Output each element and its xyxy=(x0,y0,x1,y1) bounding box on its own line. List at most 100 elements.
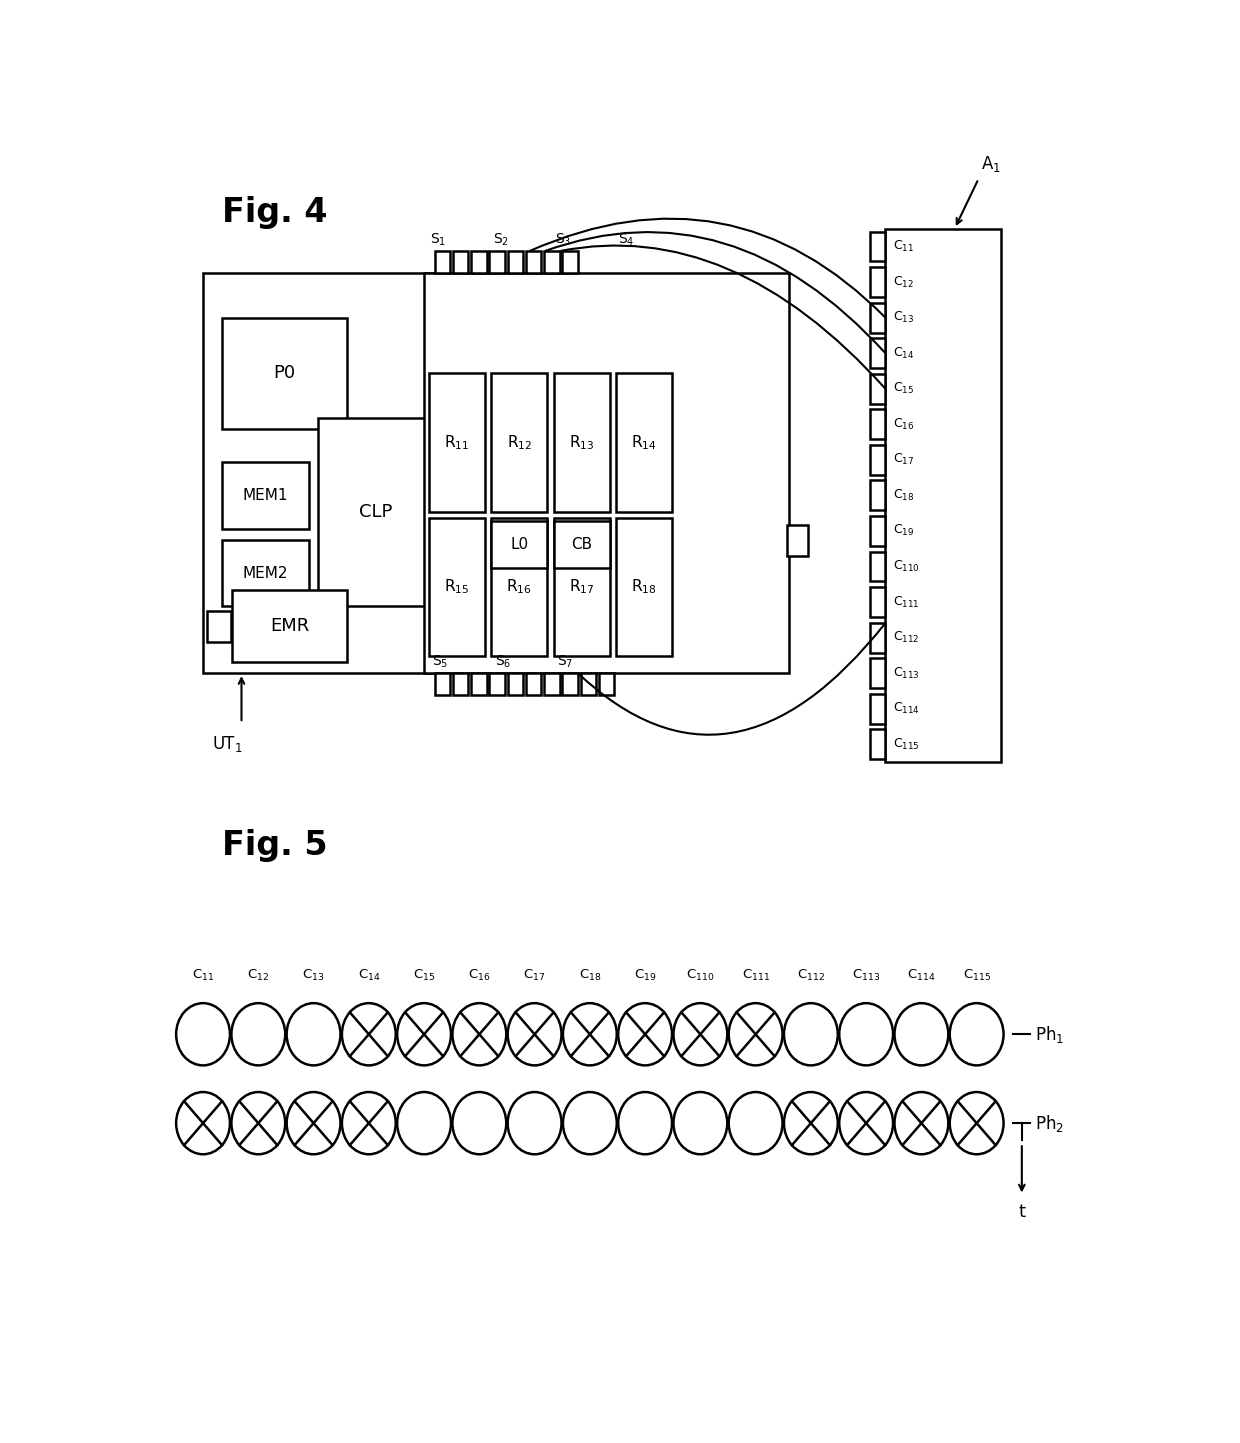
Text: S$_6$: S$_6$ xyxy=(495,654,511,670)
Text: C$_{13}$: C$_{13}$ xyxy=(893,310,914,325)
Text: R$_{14}$: R$_{14}$ xyxy=(631,433,657,452)
Text: UT$_1$: UT$_1$ xyxy=(212,734,242,755)
Text: Ph$_1$: Ph$_1$ xyxy=(1035,1023,1064,1045)
Text: C$_{16}$: C$_{16}$ xyxy=(893,417,914,431)
Bar xyxy=(232,590,347,662)
Bar xyxy=(507,672,523,696)
Text: CB: CB xyxy=(572,537,593,551)
Text: S$_4$: S$_4$ xyxy=(618,231,634,248)
Text: S$_5$: S$_5$ xyxy=(433,654,449,670)
Bar xyxy=(870,694,885,723)
Text: C$_{112}$: C$_{112}$ xyxy=(893,631,920,645)
Text: C$_{11}$: C$_{11}$ xyxy=(192,968,215,983)
Bar xyxy=(526,672,542,696)
Bar xyxy=(870,444,885,475)
Bar xyxy=(429,374,485,512)
Bar xyxy=(554,374,610,512)
Bar xyxy=(453,672,469,696)
Bar xyxy=(222,462,309,528)
Bar xyxy=(599,672,614,696)
Bar xyxy=(616,518,672,657)
Bar xyxy=(870,374,885,404)
Bar xyxy=(616,374,672,512)
Bar xyxy=(870,410,885,439)
Bar xyxy=(490,251,505,273)
Bar xyxy=(222,317,347,429)
Text: C$_{19}$: C$_{19}$ xyxy=(893,524,914,538)
Bar xyxy=(563,251,578,273)
Text: C$_{110}$: C$_{110}$ xyxy=(893,558,920,574)
Bar xyxy=(870,517,885,545)
Text: EMR: EMR xyxy=(270,618,309,635)
Bar xyxy=(563,672,578,696)
Text: MEM1: MEM1 xyxy=(243,488,288,502)
Bar xyxy=(870,658,885,688)
Text: R$_{16}$: R$_{16}$ xyxy=(506,577,532,596)
Text: C$_{14}$: C$_{14}$ xyxy=(357,968,381,983)
Bar xyxy=(544,672,559,696)
Text: C$_{113}$: C$_{113}$ xyxy=(893,665,920,681)
Text: C$_{12}$: C$_{12}$ xyxy=(893,274,914,290)
Bar xyxy=(870,551,885,582)
Text: S$_2$: S$_2$ xyxy=(492,231,510,248)
Bar xyxy=(870,267,885,297)
Bar xyxy=(429,518,485,657)
Text: C$_{112}$: C$_{112}$ xyxy=(797,968,825,983)
Text: R$_{17}$: R$_{17}$ xyxy=(569,577,594,596)
Bar xyxy=(507,251,523,273)
Text: R$_{12}$: R$_{12}$ xyxy=(507,433,532,452)
Bar xyxy=(453,251,469,273)
Bar xyxy=(490,672,505,696)
Bar xyxy=(870,481,885,511)
Bar xyxy=(870,303,885,332)
Text: C$_{114}$: C$_{114}$ xyxy=(893,701,920,716)
Bar xyxy=(319,417,434,606)
Text: C$_{11}$: C$_{11}$ xyxy=(893,240,914,254)
Text: S$_3$: S$_3$ xyxy=(556,231,572,248)
Bar xyxy=(544,251,559,273)
Bar xyxy=(435,672,450,696)
Text: C$_{14}$: C$_{14}$ xyxy=(893,346,914,361)
Text: MEM2: MEM2 xyxy=(243,566,288,580)
Text: C$_{113}$: C$_{113}$ xyxy=(852,968,880,983)
Bar xyxy=(471,251,486,273)
Text: R$_{11}$: R$_{11}$ xyxy=(444,433,470,452)
Text: Ph$_2$: Ph$_2$ xyxy=(1035,1113,1064,1134)
Text: C$_{13}$: C$_{13}$ xyxy=(303,968,325,983)
Text: C$_{111}$: C$_{111}$ xyxy=(893,595,920,609)
Bar xyxy=(580,672,596,696)
Text: Fig. 4: Fig. 4 xyxy=(222,196,327,228)
Text: C$_{16}$: C$_{16}$ xyxy=(467,968,491,983)
Text: C$_{111}$: C$_{111}$ xyxy=(742,968,770,983)
Text: C$_{17}$: C$_{17}$ xyxy=(893,452,914,468)
Bar xyxy=(471,672,486,696)
Bar xyxy=(554,521,610,567)
Text: C$_{18}$: C$_{18}$ xyxy=(579,968,601,983)
Bar xyxy=(435,251,450,273)
Text: t: t xyxy=(1018,1203,1025,1221)
Text: R$_{13}$: R$_{13}$ xyxy=(569,433,594,452)
Bar xyxy=(491,518,547,657)
Text: C$_{18}$: C$_{18}$ xyxy=(893,488,914,504)
Bar xyxy=(222,540,309,606)
Bar xyxy=(870,729,885,759)
Text: A$_1$: A$_1$ xyxy=(981,154,1001,175)
Bar xyxy=(787,525,808,557)
Text: C$_{15}$: C$_{15}$ xyxy=(893,381,914,397)
Text: C$_{15}$: C$_{15}$ xyxy=(413,968,435,983)
Text: S$_7$: S$_7$ xyxy=(557,654,574,670)
Bar xyxy=(554,518,610,657)
Text: C$_{12}$: C$_{12}$ xyxy=(247,968,269,983)
Text: C$_{115}$: C$_{115}$ xyxy=(962,968,991,983)
Text: C$_{19}$: C$_{19}$ xyxy=(634,968,656,983)
Text: C$_{17}$: C$_{17}$ xyxy=(523,968,546,983)
Bar xyxy=(491,374,547,512)
Bar xyxy=(207,610,231,642)
Bar xyxy=(870,231,885,261)
Text: C$_{110}$: C$_{110}$ xyxy=(686,968,714,983)
Text: Fig. 5: Fig. 5 xyxy=(222,828,327,861)
Bar xyxy=(203,273,434,672)
Bar xyxy=(870,587,885,618)
Text: P0: P0 xyxy=(274,364,296,382)
Text: C$_{114}$: C$_{114}$ xyxy=(908,968,936,983)
